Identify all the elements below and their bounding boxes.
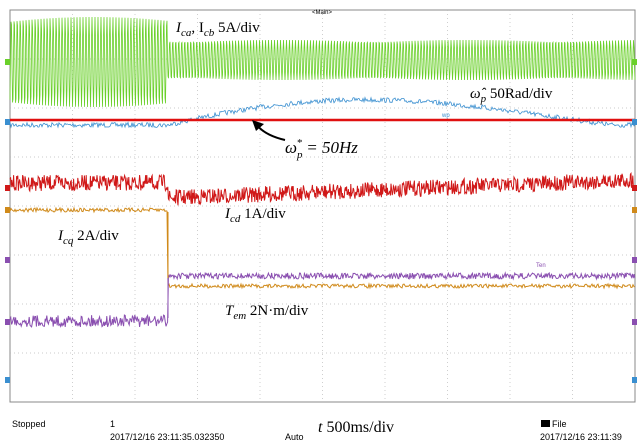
channel-marker [5, 59, 10, 65]
oscilloscope-screen: <Main> Ica, Icb 5A/div ω̂p 50Rad/div ωp*… [0, 0, 639, 448]
channel-marker [632, 207, 637, 213]
channel-marker [632, 319, 637, 325]
channel-marker [5, 119, 10, 125]
channel-marker [5, 319, 10, 325]
channel: 1 [110, 419, 115, 429]
end-time: 2017/12/16 23:11:39 [540, 432, 622, 442]
status: Stopped [12, 419, 46, 429]
start-time: 2017/12/16 23:11:35.032350 [110, 432, 224, 442]
file-icon [541, 420, 550, 427]
trace-tag: wp [441, 113, 450, 119]
save-target: File [552, 419, 567, 429]
channel-marker [5, 185, 10, 191]
trace-tag: Ten [536, 263, 546, 269]
timebase: t 500ms/div [318, 419, 394, 436]
mode: Auto [285, 432, 304, 442]
channel-marker [5, 257, 10, 263]
screen-title: <Main> [312, 10, 333, 16]
channel-marker [632, 257, 637, 263]
channel-marker [5, 207, 10, 213]
channel-marker [632, 59, 637, 65]
channel-marker [632, 119, 637, 125]
channel-marker [632, 185, 637, 191]
channel-marker [5, 377, 10, 383]
channel-marker [632, 377, 637, 383]
